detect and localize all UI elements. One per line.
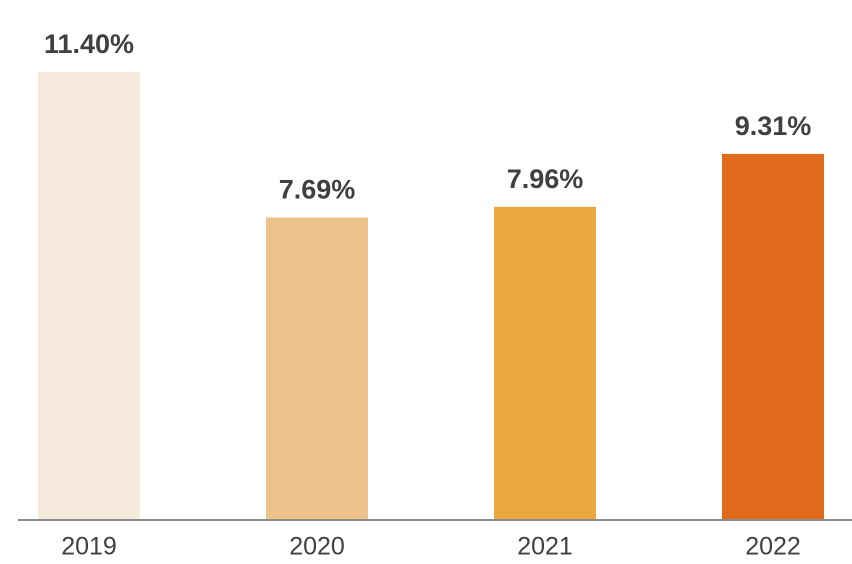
value-label: 7.69% (279, 175, 356, 205)
x-tick-label: 2019 (61, 533, 117, 561)
bar (722, 153, 824, 519)
x-tick-label: 2020 (289, 533, 345, 561)
value-label: 7.96% (507, 164, 584, 194)
value-label: 11.40% (44, 29, 134, 59)
bar (266, 217, 368, 519)
value-label: 9.31% (735, 111, 812, 141)
x-tick-label: 2022 (745, 533, 801, 561)
bar (38, 72, 140, 519)
bar (494, 206, 596, 519)
x-tick-label: 2021 (517, 533, 573, 561)
